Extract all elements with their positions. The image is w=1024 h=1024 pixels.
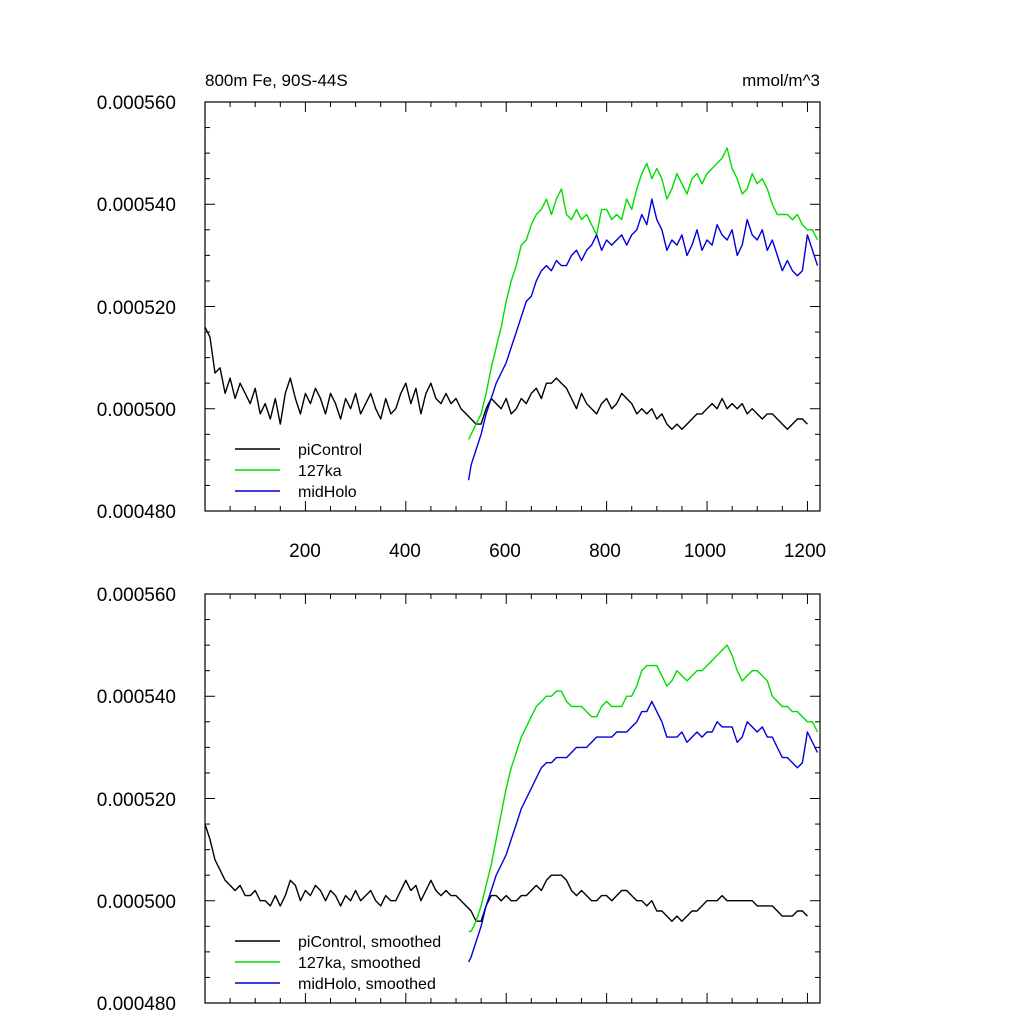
y-tick-label: 0.000520	[97, 298, 176, 319]
top-panel-y-tick-labels: 0.000560 0.000540 0.000520 0.000500 0.00…	[97, 93, 176, 523]
y-tick-label: 0.000540	[97, 195, 176, 216]
bottom-panel-frame	[204, 593, 821, 1004]
y-tick-label: 0.000480	[97, 502, 176, 523]
bottom-panel: 0.000560 0.000540 0.000520 0.000500 0.00…	[97, 585, 821, 1015]
legend-label-127ka-smoothed: 127ka, smoothed	[298, 955, 421, 972]
y-tick-label: 0.000480	[97, 994, 176, 1015]
y-tick-label: 0.000500	[97, 400, 176, 421]
bottom-panel-legend: piControl, smoothed 127ka, smoothed midH…	[235, 934, 441, 993]
y-tick-label: 0.000540	[97, 687, 176, 708]
y-tick-label: 0.000560	[97, 93, 176, 114]
x-tick-label: 600	[489, 541, 521, 562]
series-line-picontrol-smoothed	[204, 823, 808, 922]
legend-label-127ka: 127ka	[298, 463, 342, 480]
top-panel: 800m Fe, 90S-44S mmol/m^3 0.000560 0.000…	[97, 71, 826, 562]
top-panel-legend: piControl 127ka midHolo	[235, 442, 362, 501]
legend-label-picontrol: piControl	[298, 442, 362, 459]
series-line-midholo-smoothed	[467, 700, 819, 963]
top-panel-frame	[204, 101, 821, 512]
top-panel-ticks	[205, 102, 820, 511]
top-panel-title-left: 800m Fe, 90S-44S	[205, 71, 348, 90]
series-line-127ka-smoothed	[468, 644, 819, 933]
top-panel-series	[204, 147, 819, 481]
bottom-panel-ticks	[205, 594, 820, 1003]
y-tick-label: 0.000520	[97, 790, 176, 811]
x-tick-label: 1200	[784, 541, 826, 562]
x-tick-label: 200	[289, 541, 321, 562]
top-panel-x-tick-labels: 200 400 600 800 1000 1200	[289, 541, 826, 562]
top-panel-title-right: mmol/m^3	[742, 71, 820, 90]
x-tick-label: 400	[389, 541, 421, 562]
bottom-panel-y-tick-labels: 0.000560 0.000540 0.000520 0.000500 0.00…	[97, 585, 176, 1015]
x-tick-label: 800	[589, 541, 621, 562]
x-tick-label: 1000	[684, 541, 726, 562]
y-tick-label: 0.000560	[97, 585, 176, 606]
series-line-picontrol	[204, 326, 808, 430]
legend-label-picontrol-smoothed: piControl, smoothed	[298, 934, 441, 951]
series-line-midholo	[467, 198, 819, 481]
series-line-127ka	[467, 147, 819, 440]
bottom-panel-series	[204, 644, 819, 963]
y-tick-label: 0.000500	[97, 892, 176, 913]
legend-label-midholo: midHolo	[298, 484, 357, 501]
legend-label-midholo-smoothed: midHolo, smoothed	[298, 976, 436, 993]
